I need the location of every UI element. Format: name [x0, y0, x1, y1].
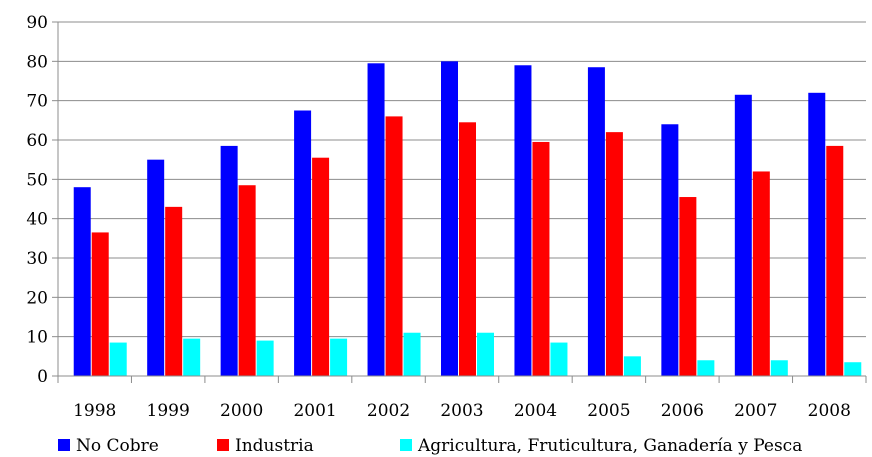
x-tick-label: 1999: [147, 401, 190, 421]
legend-swatch: [400, 439, 412, 451]
bar: [294, 110, 312, 376]
y-tick-label: 70: [26, 92, 48, 112]
x-tick-label: 2005: [587, 401, 630, 421]
y-tick-label: 80: [26, 52, 48, 72]
y-axis: 0 10 20 30 40 50 60 70 80 90: [26, 13, 59, 387]
bar: [532, 141, 550, 376]
bar: [165, 206, 183, 376]
x-tick-label: 2004: [514, 401, 557, 421]
bar: [220, 145, 238, 376]
y-tick-label: 60: [26, 131, 48, 151]
bar: [147, 159, 165, 376]
legend-swatch: [58, 439, 70, 451]
bar: [330, 338, 348, 376]
x-tick-label: 2008: [808, 401, 851, 421]
y-tick-label: 0: [37, 367, 48, 387]
bar: [770, 360, 788, 376]
y-tick-label: 30: [26, 249, 48, 269]
bar: [550, 342, 568, 376]
legend-label: No Cobre: [76, 436, 159, 456]
x-tick-label: 2001: [293, 401, 336, 421]
legend-label: Agricultura, Fruticultura, Ganadería y P…: [417, 436, 802, 456]
x-axis: 1998 1999 2000 2001 2002 2003 2004 2005 2006 2007…: [57, 375, 867, 421]
bar: [697, 360, 715, 376]
x-tick-label: 2000: [220, 401, 263, 421]
bar: [459, 122, 476, 376]
bars: [73, 61, 862, 377]
y-tick-label: 20: [26, 288, 48, 308]
legend-swatch: [217, 439, 229, 451]
bar: [826, 145, 844, 376]
bar: [441, 61, 458, 376]
bar: [661, 124, 679, 377]
x-tick-label: 2002: [367, 401, 410, 421]
y-tick-label: 10: [26, 328, 48, 348]
x-tick-label: 1998: [73, 401, 116, 421]
bar: [844, 362, 862, 376]
x-tick-label: 2006: [661, 401, 704, 421]
x-tick-label: 2007: [734, 401, 777, 421]
legend: No Cobre Industria Agricultura, Fruticultu…: [58, 436, 802, 456]
bar: [367, 63, 385, 377]
bar: [109, 342, 127, 376]
bar: [256, 340, 274, 376]
bar: [91, 232, 109, 376]
bar: [734, 94, 752, 377]
bar: [183, 338, 201, 376]
legend-label: Industria: [235, 436, 314, 456]
bar: [752, 171, 770, 376]
bar: [403, 332, 421, 376]
bar: [238, 185, 256, 376]
bar: [587, 67, 605, 376]
bar: [312, 157, 330, 376]
y-tick-label: 90: [26, 13, 48, 33]
bar: [623, 356, 641, 376]
bar: [385, 116, 403, 377]
x-tick-label: 2003: [440, 401, 483, 421]
y-tick-label: 50: [26, 170, 48, 190]
bar: [73, 187, 91, 376]
bar: [808, 92, 826, 377]
bar: [605, 132, 623, 376]
bar: [514, 65, 532, 377]
y-tick-label: 40: [26, 210, 48, 230]
bar: [477, 332, 494, 376]
bar: [679, 197, 697, 376]
